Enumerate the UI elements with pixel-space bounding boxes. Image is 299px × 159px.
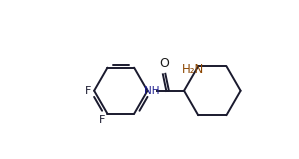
Text: H₂N: H₂N [182, 63, 204, 76]
Text: F: F [99, 115, 106, 125]
Text: F: F [85, 86, 91, 96]
Text: O: O [159, 57, 169, 70]
Text: NH: NH [144, 86, 160, 96]
